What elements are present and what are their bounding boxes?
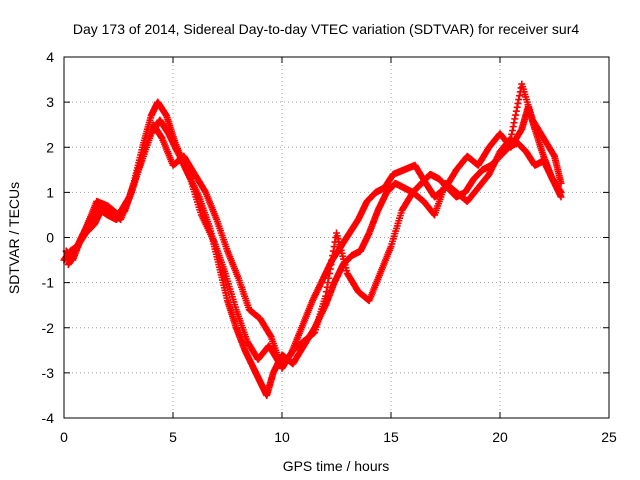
y-tick-label: -4	[42, 410, 55, 426]
x-tick-label: 5	[169, 429, 177, 445]
data-point	[557, 193, 565, 201]
x-tick-label: 0	[60, 429, 68, 445]
x-axis-label: GPS time / hours	[283, 458, 390, 474]
y-tick-label: 2	[46, 139, 54, 155]
y-tick-label: 3	[46, 94, 54, 110]
x-tick-label: 20	[492, 429, 508, 445]
y-tick-label: -3	[42, 365, 55, 381]
y-tick-label: -1	[42, 275, 55, 291]
x-tick-label: 10	[274, 429, 290, 445]
y-tick-label: -2	[42, 320, 55, 336]
data-point	[557, 179, 565, 187]
x-tick-labels: 0 5 10 15 20 25	[60, 429, 617, 445]
y-tick-label: 0	[46, 230, 54, 246]
x-tick-label: 25	[601, 429, 617, 445]
y-axis-label: SDTVAR / TECUs	[6, 182, 22, 294]
chart-title: Day 173 of 2014, Sidereal Day-to-day VTE…	[73, 21, 579, 37]
series-3	[62, 80, 565, 372]
plot-frame	[63, 56, 610, 419]
x-tick-label: 15	[383, 429, 399, 445]
y-tick-label: 4	[46, 49, 54, 65]
y-tick-label: 1	[46, 184, 54, 200]
data-points	[60, 80, 565, 399]
y-tick-labels: -4 -3 -2 -1 0 1 2 3 4	[42, 49, 55, 426]
